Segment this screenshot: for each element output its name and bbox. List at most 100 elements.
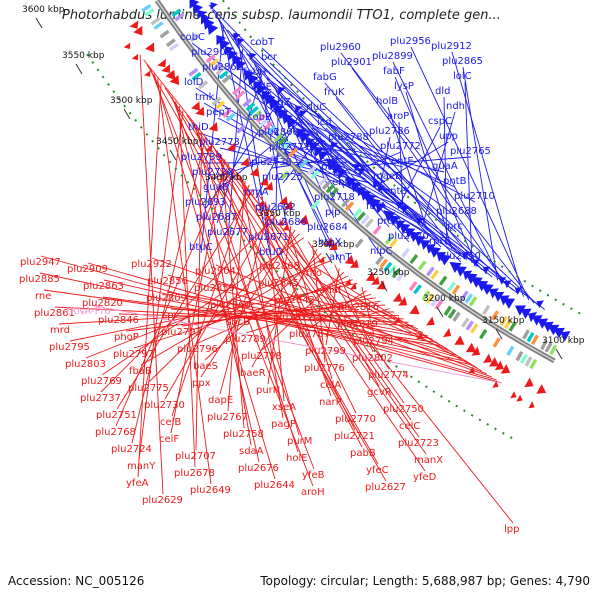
cog-block — [344, 201, 355, 211]
reverse-gene-arrow — [510, 391, 517, 399]
forward-gene-arrow — [520, 308, 532, 319]
cog-block — [470, 323, 479, 334]
cog-block — [529, 358, 538, 370]
leader-line — [171, 184, 250, 417]
forward-gene-arrow — [227, 49, 239, 61]
cog-block — [413, 284, 422, 295]
forward-gene-label: plu2687 — [196, 212, 237, 223]
reverse-gene-label: plu2774 — [368, 370, 409, 381]
tick-mark — [35, 17, 43, 29]
forward-gene-label: plu2912 — [431, 41, 472, 52]
leader-line — [357, 308, 390, 319]
forward-gene-arrow — [299, 110, 307, 118]
cog-block — [225, 112, 236, 122]
reverse-gene-label: narP — [319, 397, 342, 408]
leader-line — [140, 256, 327, 366]
reverse-gene-label: plu2802 — [352, 353, 393, 364]
cog-block — [265, 155, 275, 165]
forward-gene-arrow — [233, 32, 241, 41]
cog-block — [375, 255, 385, 266]
reverse-gene-label: celB — [160, 417, 181, 428]
reverse-gene-label: plu2885 — [19, 274, 60, 285]
leader-line — [164, 87, 426, 472]
reverse-gene-label: plu2798 — [241, 351, 282, 362]
forward-gene-label: plu2670 — [388, 231, 429, 242]
reverse-gene-label: celC — [399, 421, 420, 432]
cog-block — [310, 169, 320, 180]
gc-dotted-ring-2 — [83, 49, 513, 439]
forward-gene-label: plu2725 — [262, 172, 303, 183]
forward-gene-label: lolD — [184, 77, 204, 88]
cog-block — [383, 261, 393, 272]
forward-gene-label: htpX — [318, 237, 342, 248]
forward-gene-label: lolC — [453, 71, 472, 82]
leader-line — [133, 279, 353, 349]
leader-line — [227, 49, 244, 239]
cog-block — [325, 183, 335, 194]
reverse-gene-arrow — [392, 292, 403, 302]
cog-block — [218, 70, 229, 80]
cog-block — [354, 238, 364, 249]
label-leader-lines — [39, 4, 545, 524]
reverse-gene-label: plu2799 — [305, 346, 346, 357]
cog-block — [409, 254, 419, 265]
leader-line — [340, 52, 535, 304]
leader-line — [294, 109, 336, 204]
reverse-gene-label: plu2770 — [335, 414, 376, 425]
reverse-gene-arrow — [524, 377, 534, 388]
leader-line — [261, 197, 332, 397]
forward-gene-label: entA — [332, 177, 355, 188]
cog-block — [150, 16, 161, 26]
reverse-gene-label: holE — [286, 453, 308, 464]
feature-rings — [123, 0, 571, 409]
cog-block — [198, 80, 209, 90]
forward-gene-arrow — [253, 81, 263, 91]
reverse-gene-label: plu2768 — [95, 427, 136, 438]
reverse-gene-label: plu2789 — [225, 334, 266, 345]
leader-line — [312, 245, 326, 363]
cog-block — [212, 62, 223, 72]
forward-gene-label: nlpC — [370, 246, 392, 257]
reverse-gene-arrow — [471, 346, 481, 356]
tick-label: 3550 kbp — [62, 51, 105, 61]
forward-gene-label: plu2765 — [450, 146, 491, 157]
cog-block — [430, 296, 440, 307]
reverse-gene-arrow — [257, 200, 264, 207]
forward-gene-label: dld — [435, 86, 450, 97]
leader-line — [257, 192, 405, 404]
forward-gene-label: plu2901 — [331, 57, 372, 68]
reverse-gene-arrow — [318, 256, 325, 263]
reverse-gene-label: gcvR — [367, 387, 392, 398]
reverse-gene-label: plu2909 — [67, 264, 108, 275]
forward-gene-arrow — [207, 23, 219, 35]
forward-gene-arrow — [527, 312, 538, 323]
forward-gene-arrow — [414, 235, 426, 247]
cog-block — [321, 180, 332, 190]
reverse-gene-arrow — [350, 282, 357, 290]
forward-gene-arrow — [286, 117, 298, 129]
forward-gene-arrow — [358, 168, 366, 176]
reverse-gene-arrow — [465, 342, 477, 353]
forward-gene-arrow — [503, 298, 516, 309]
reverse-gene-arrow — [344, 254, 355, 265]
forward-gene-label: plu2739 — [181, 152, 222, 163]
leader-line — [397, 126, 441, 208]
forward-gene-arrow — [237, 37, 245, 46]
forward-gene-arrow — [498, 277, 507, 285]
reverse-gene-label: sbcB — [226, 317, 250, 328]
reverse-gene-label: plu2947 — [20, 257, 61, 268]
reverse-gene-arrow — [376, 280, 386, 290]
leader-line — [219, 19, 272, 259]
reverse-gene-arrow — [329, 241, 338, 250]
leader-line — [195, 132, 203, 451]
reverse-gene-arrow — [483, 353, 492, 363]
leader-line — [200, 229, 296, 378]
forward-gene-arrow — [231, 55, 243, 66]
cog-block — [499, 315, 508, 327]
forward-gene-arrow — [499, 295, 510, 306]
cog-block — [242, 98, 253, 108]
forward-gene-arrow — [455, 266, 467, 277]
cog-block — [329, 187, 339, 198]
tick-mark — [218, 185, 226, 197]
reverse-gene-label: baeR — [240, 368, 266, 379]
